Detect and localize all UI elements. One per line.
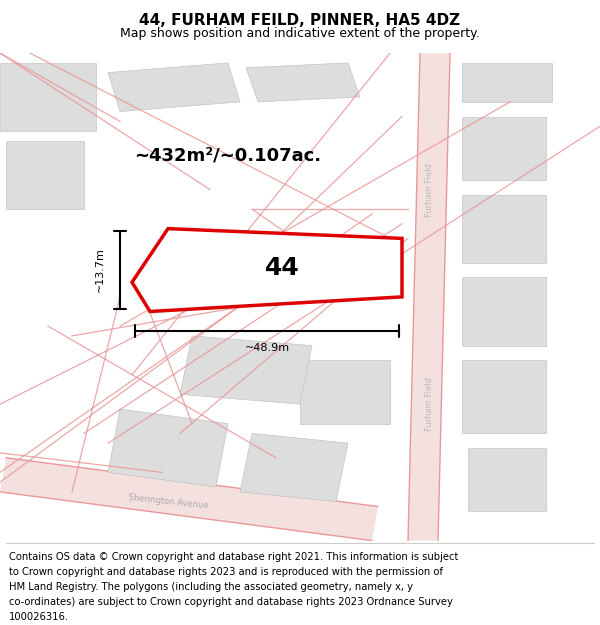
Text: ~48.9m: ~48.9m bbox=[244, 343, 290, 353]
Polygon shape bbox=[0, 63, 96, 131]
Polygon shape bbox=[462, 194, 546, 262]
Text: co-ordinates) are subject to Crown copyright and database rights 2023 Ordnance S: co-ordinates) are subject to Crown copyr… bbox=[9, 597, 453, 607]
Text: 44, FURHAM FEILD, PINNER, HA5 4DZ: 44, FURHAM FEILD, PINNER, HA5 4DZ bbox=[139, 13, 461, 28]
Polygon shape bbox=[240, 433, 348, 502]
Polygon shape bbox=[462, 278, 546, 346]
Polygon shape bbox=[0, 458, 378, 541]
Polygon shape bbox=[462, 63, 552, 102]
Polygon shape bbox=[408, 53, 450, 541]
Text: Furham Field: Furham Field bbox=[425, 377, 433, 431]
Text: Map shows position and indicative extent of the property.: Map shows position and indicative extent… bbox=[120, 27, 480, 40]
Polygon shape bbox=[108, 63, 240, 112]
Polygon shape bbox=[180, 336, 312, 404]
Polygon shape bbox=[468, 448, 546, 511]
Text: Furham Field: Furham Field bbox=[425, 162, 433, 217]
Polygon shape bbox=[462, 360, 546, 433]
Polygon shape bbox=[462, 116, 546, 180]
Text: ~432m²/~0.107ac.: ~432m²/~0.107ac. bbox=[134, 146, 322, 164]
Text: Contains OS data © Crown copyright and database right 2021. This information is : Contains OS data © Crown copyright and d… bbox=[9, 552, 458, 562]
Polygon shape bbox=[300, 360, 390, 424]
Polygon shape bbox=[6, 141, 84, 209]
Text: HM Land Registry. The polygons (including the associated geometry, namely x, y: HM Land Registry. The polygons (includin… bbox=[9, 582, 413, 592]
Polygon shape bbox=[108, 409, 228, 487]
Text: to Crown copyright and database rights 2023 and is reproduced with the permissio: to Crown copyright and database rights 2… bbox=[9, 568, 443, 578]
Polygon shape bbox=[132, 229, 402, 311]
Text: Sherington Avenue: Sherington Avenue bbox=[128, 493, 208, 510]
Text: ~13.7m: ~13.7m bbox=[95, 248, 105, 292]
Polygon shape bbox=[246, 63, 360, 102]
Text: 44: 44 bbox=[265, 256, 299, 279]
Text: 100026316.: 100026316. bbox=[9, 611, 69, 621]
